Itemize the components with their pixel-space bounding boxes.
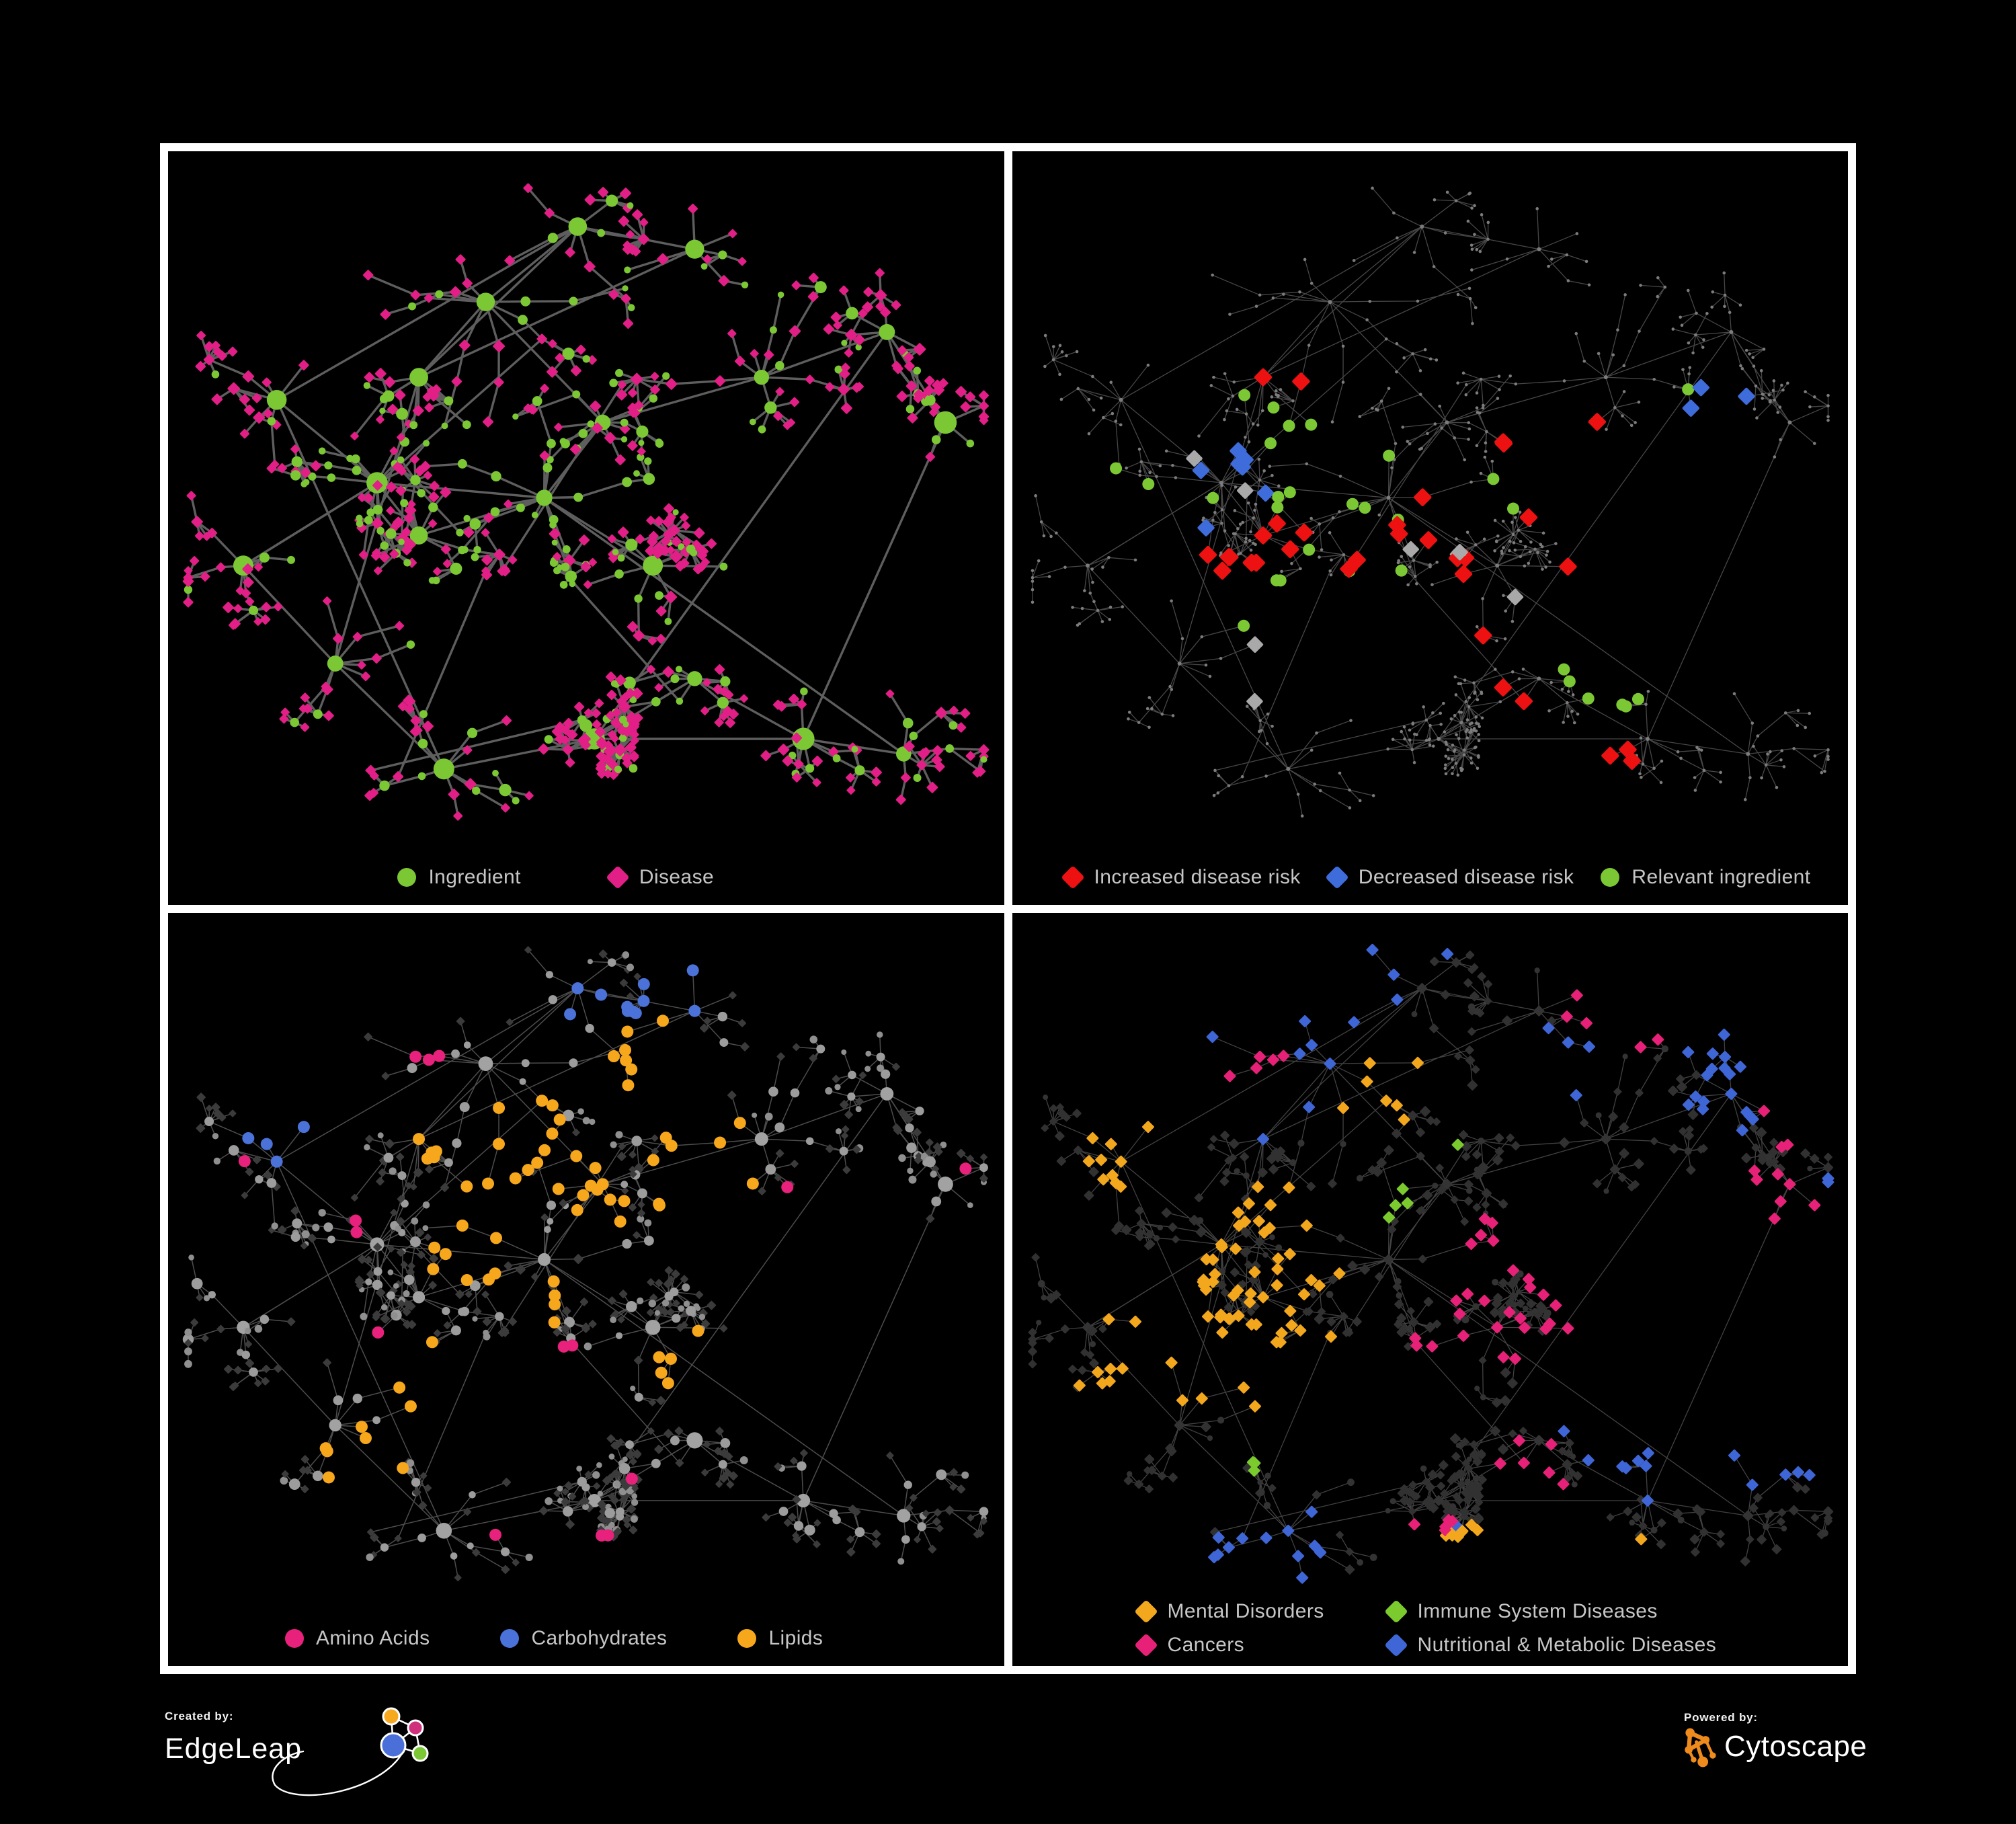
network-graph-metabolite-classes	[168, 913, 1004, 1667]
legend-swatch-circle-icon	[285, 1629, 304, 1648]
legend-label: Lipids	[768, 1627, 823, 1650]
powered-by-label: Powered by:	[1684, 1711, 1865, 1724]
legend-swatch-diamond-icon	[606, 865, 630, 889]
legend-metabolite-classes: Amino Acids Carbohydrates Lipids	[168, 1627, 1004, 1650]
legend-label: Immune System Diseases	[1418, 1600, 1658, 1623]
legend-label: Nutritional & Metabolic Diseases	[1418, 1634, 1717, 1657]
panel-ingredient-disease: Ingredient Disease	[168, 151, 1004, 905]
network-graph-disease-risk	[1012, 151, 1849, 905]
legend-item-immune-system-diseases: Immune System Diseases	[1387, 1600, 1717, 1623]
network-graph-disease-classes	[1012, 913, 1849, 1667]
legend-item-mental-disorders: Mental Disorders	[1137, 1600, 1387, 1623]
legend-swatch-diamond-icon	[1384, 1633, 1408, 1657]
legend-label: Relevant ingredient	[1631, 866, 1810, 889]
legend-item-increased-disease-risk: Increased disease risk	[1063, 866, 1301, 889]
cytoscape-brand: Cytoscape	[1724, 1730, 1867, 1763]
legend-swatch-circle-icon	[1601, 868, 1619, 887]
legend-label: Disease	[639, 866, 714, 889]
panel-disease-classes: Mental Disorders Immune System Diseases Ca…	[1012, 913, 1849, 1667]
legend-item-nutritional-metabolic-diseases: Nutritional & Metabolic Diseases	[1387, 1634, 1717, 1657]
legend-swatch-circle-icon	[500, 1629, 519, 1648]
legend-swatch-diamond-icon	[1384, 1599, 1408, 1624]
legend-swatch-circle-icon	[737, 1629, 756, 1648]
legend-swatch-diamond-icon	[1134, 1599, 1158, 1624]
legend-item-ingredient: Ingredient	[397, 866, 520, 889]
legend-label: Mental Disorders	[1168, 1600, 1324, 1623]
legend-item-cancers: Cancers	[1137, 1634, 1387, 1657]
legend-label: Cancers	[1168, 1634, 1245, 1657]
legend-label: Amino Acids	[316, 1627, 430, 1650]
edgeleap-logo-icon	[266, 1704, 440, 1819]
legend-item-decreased-disease-risk: Decreased disease risk	[1328, 866, 1574, 889]
cytoscape-credit: Powered by: Cytoscape	[1684, 1711, 1865, 1792]
legend-item-lipids: Lipids	[737, 1627, 823, 1650]
network-graph-ingredient-disease	[168, 151, 1004, 905]
legend-item-carbohydrates: Carbohydrates	[500, 1627, 667, 1650]
legend-label: Ingredient	[428, 866, 520, 889]
legend-disease-risk: Increased disease risk Decreased disease …	[1012, 866, 1849, 889]
legend-swatch-diamond-icon	[1134, 1633, 1158, 1657]
legend-label: Carbohydrates	[531, 1627, 667, 1650]
cytoscape-logo-icon	[1684, 1728, 1718, 1768]
legend-item-amino-acids: Amino Acids	[285, 1627, 430, 1650]
edgeleap-credit: Created by: EdgeLeap	[165, 1710, 393, 1824]
legend-disease-classes: Mental Disorders Immune System Diseases Ca…	[1012, 1600, 1849, 1657]
legend-ingredient-disease: Ingredient Disease	[168, 866, 974, 889]
legend-label: Increased disease risk	[1094, 866, 1301, 889]
legend-item-disease: Disease	[608, 866, 714, 889]
legend-swatch-diamond-icon	[1325, 865, 1349, 889]
legend-swatch-diamond-icon	[1061, 865, 1085, 889]
legend-label: Decreased disease risk	[1359, 866, 1574, 889]
panel-grid: Ingredient Disease Increased disease risk…	[160, 143, 1856, 1674]
panel-disease-risk: Increased disease risk Decreased disease …	[1012, 151, 1849, 905]
legend-swatch-circle-icon	[397, 868, 416, 887]
panel-metabolite-classes: Amino Acids Carbohydrates Lipids	[168, 913, 1004, 1667]
legend-item-relevant-ingredient: Relevant ingredient	[1601, 866, 1810, 889]
